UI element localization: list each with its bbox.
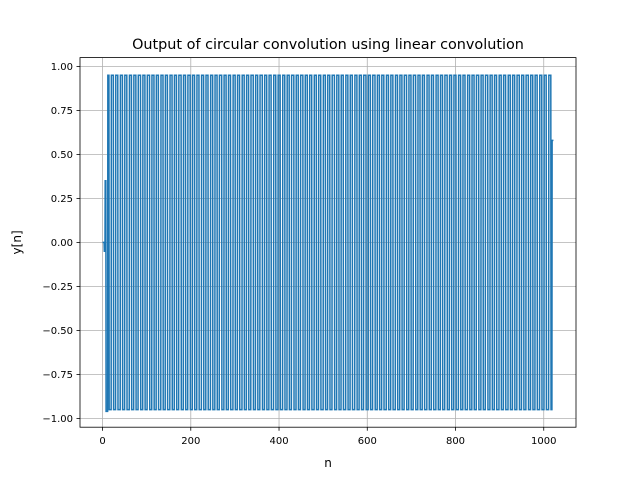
series-layer	[102, 74, 554, 413]
y-tick-label: 1.00	[51, 62, 73, 73]
series-line	[102, 74, 554, 413]
chart-title: Output of circular convolution using lin…	[132, 37, 524, 53]
y-tick-label: −1.00	[42, 414, 73, 425]
x-tick-label: 1000	[531, 436, 556, 447]
x-tick-label: 200	[181, 436, 200, 447]
y-tick-label: −0.50	[42, 326, 73, 337]
y-tick-label: 0.00	[51, 238, 73, 249]
y-axis-label: y[n]	[10, 230, 24, 254]
x-axis-label: n	[324, 456, 332, 470]
y-tick-label: 0.50	[51, 150, 73, 161]
y-tick-label: 0.75	[51, 106, 73, 117]
x-tick-label: 400	[269, 436, 288, 447]
y-tick-label: −0.75	[42, 370, 73, 381]
y-tick-label: 0.25	[51, 194, 73, 205]
ticks: 0 200 400 600 800 1000 −1.00 −0.75 −0.50 −0.25 0.0…	[42, 62, 556, 447]
x-tick-label: 600	[358, 436, 377, 447]
x-tick-label: 0	[99, 436, 105, 447]
y-tick-label: −0.25	[42, 282, 73, 293]
x-tick-label: 800	[446, 436, 465, 447]
